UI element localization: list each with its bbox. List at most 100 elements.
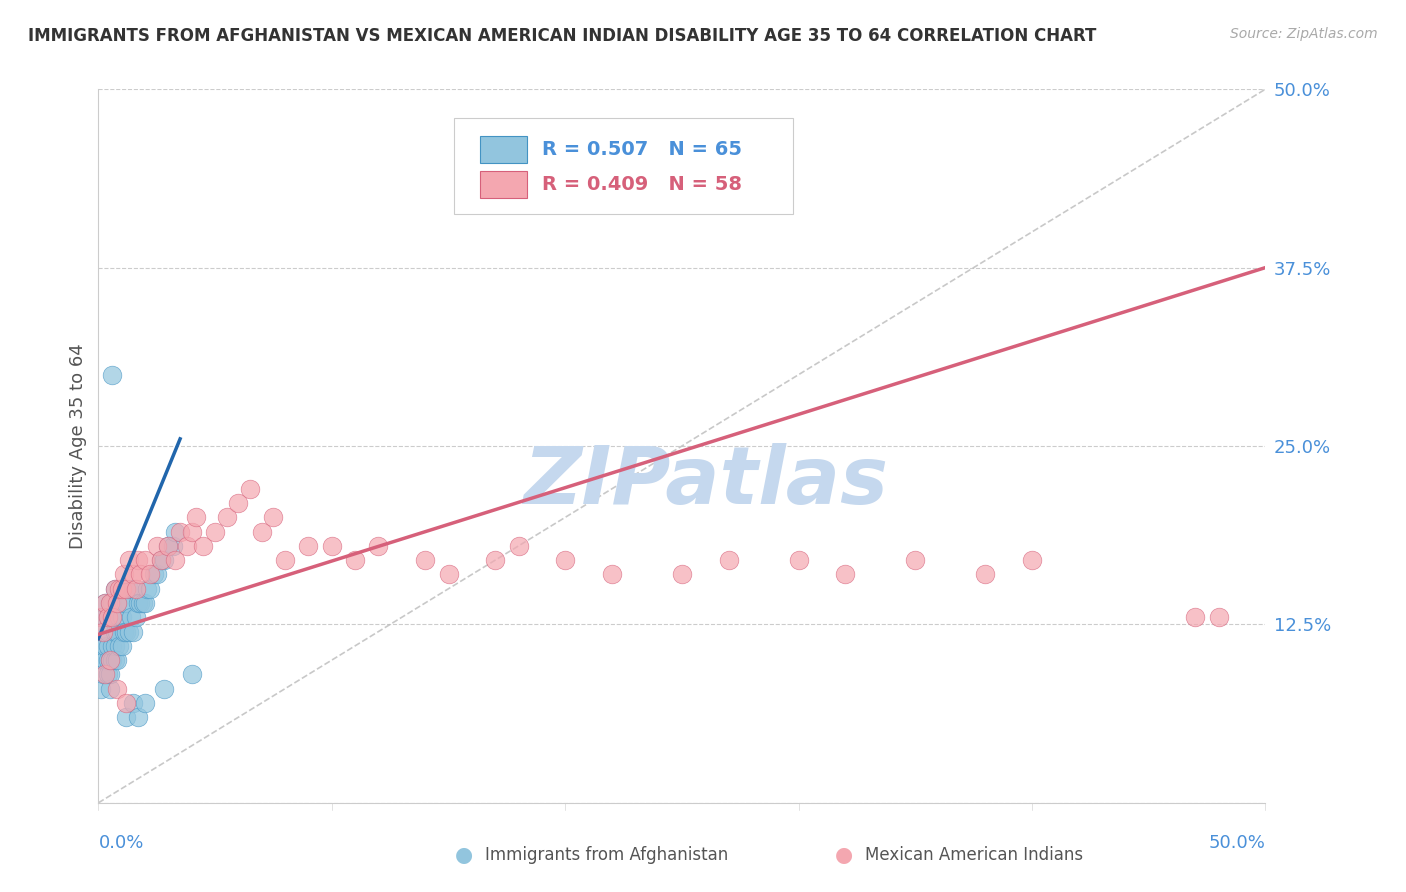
Point — [98, 596, 121, 610]
Point — [204, 524, 226, 539]
Point — [554, 553, 576, 567]
Point — [97, 639, 120, 653]
Point — [274, 553, 297, 567]
Point — [162, 539, 184, 553]
Point — [1208, 610, 1230, 624]
Point — [484, 553, 506, 567]
Point — [169, 524, 191, 539]
Point — [139, 567, 162, 582]
Point — [787, 553, 810, 567]
Point — [717, 553, 740, 567]
Point — [127, 553, 149, 567]
Point — [228, 496, 250, 510]
FancyBboxPatch shape — [454, 118, 793, 214]
Point — [98, 596, 121, 610]
Point — [152, 681, 174, 696]
Point — [94, 596, 117, 610]
Point — [112, 624, 135, 639]
Point — [115, 624, 138, 639]
Point — [104, 582, 127, 596]
Point — [321, 539, 343, 553]
Point — [104, 653, 127, 667]
Point — [98, 681, 121, 696]
Point — [112, 596, 135, 610]
Point — [1184, 610, 1206, 624]
Point — [94, 667, 117, 681]
Point — [105, 653, 128, 667]
Point — [122, 567, 145, 582]
Point — [118, 582, 141, 596]
FancyBboxPatch shape — [479, 171, 527, 198]
Point — [139, 582, 162, 596]
Point — [98, 653, 121, 667]
Point — [90, 681, 112, 696]
Text: 50.0%: 50.0% — [1209, 834, 1265, 852]
Point — [122, 582, 145, 596]
Point — [250, 524, 273, 539]
Point — [344, 553, 367, 567]
Point — [127, 596, 149, 610]
Point — [94, 653, 117, 667]
Point — [132, 596, 155, 610]
Point — [904, 553, 927, 567]
Point — [974, 567, 997, 582]
Point — [108, 639, 131, 653]
Point — [143, 567, 166, 582]
Point — [508, 539, 530, 553]
Point — [115, 696, 138, 710]
Text: ZIPatlas: ZIPatlas — [523, 442, 887, 521]
Point — [134, 596, 156, 610]
Point — [104, 624, 127, 639]
Point — [193, 539, 215, 553]
Text: ●: ● — [835, 845, 852, 864]
Point — [97, 667, 120, 681]
Point — [111, 610, 134, 624]
Point — [115, 582, 138, 596]
Point — [157, 539, 180, 553]
Point — [180, 667, 202, 681]
Point — [105, 624, 128, 639]
Point — [105, 596, 128, 610]
Point — [413, 553, 436, 567]
Point — [105, 681, 128, 696]
Point — [146, 539, 169, 553]
Point — [186, 510, 208, 524]
Point — [111, 582, 134, 596]
Point — [94, 596, 117, 610]
Point — [152, 553, 174, 567]
Point — [101, 639, 124, 653]
Point — [157, 539, 180, 553]
Point — [97, 624, 120, 639]
Point — [176, 539, 198, 553]
Point — [97, 610, 120, 624]
Point — [165, 553, 187, 567]
Point — [165, 524, 187, 539]
Point — [150, 553, 173, 567]
Point — [91, 667, 114, 681]
Point — [115, 710, 138, 724]
Point — [101, 610, 124, 624]
Point — [118, 553, 141, 567]
Point — [671, 567, 693, 582]
Point — [134, 553, 156, 567]
Point — [125, 582, 148, 596]
Text: 0.0%: 0.0% — [98, 834, 143, 852]
Point — [129, 596, 152, 610]
Point — [118, 624, 141, 639]
Point — [104, 639, 127, 653]
Text: R = 0.507   N = 65: R = 0.507 N = 65 — [541, 140, 742, 159]
Point — [91, 639, 114, 653]
Point — [94, 610, 117, 624]
Point — [101, 368, 124, 382]
Point — [91, 610, 114, 624]
Point — [239, 482, 262, 496]
Text: ●: ● — [456, 845, 472, 864]
Point — [297, 539, 319, 553]
Point — [215, 510, 238, 524]
Point — [127, 710, 149, 724]
Text: IMMIGRANTS FROM AFGHANISTAN VS MEXICAN AMERICAN INDIAN DISABILITY AGE 35 TO 64 C: IMMIGRANTS FROM AFGHANISTAN VS MEXICAN A… — [28, 27, 1097, 45]
Point — [134, 696, 156, 710]
Point — [112, 567, 135, 582]
Point — [90, 610, 112, 624]
Point — [94, 639, 117, 653]
